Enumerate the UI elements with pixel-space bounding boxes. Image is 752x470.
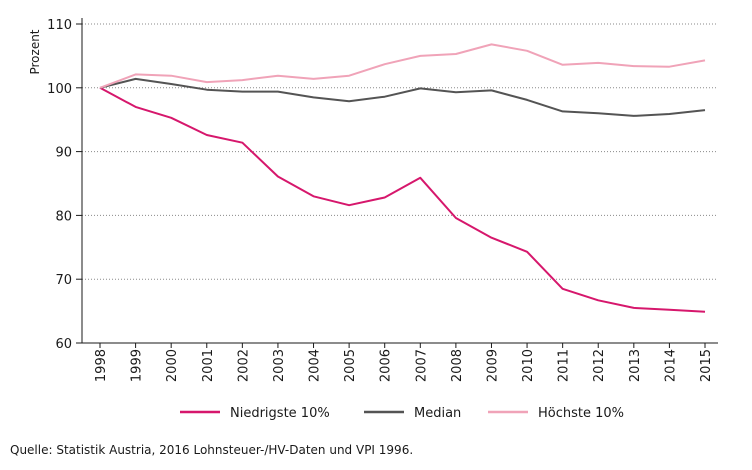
x-tick-label: 2009 xyxy=(485,349,500,382)
x-tick-label: 2010 xyxy=(521,349,536,382)
x-tick-label: 2011 xyxy=(557,349,572,382)
source-note: Quelle: Statistik Austria, 2016 Lohnsteu… xyxy=(10,443,414,457)
x-tick-label: 2013 xyxy=(628,349,643,382)
x-tick-label: 2005 xyxy=(343,349,358,382)
series-line-3 xyxy=(99,43,706,89)
legend-item: Median xyxy=(364,406,461,421)
legend-item: Niedrigste 10% xyxy=(180,406,330,421)
x-tick-label: 2000 xyxy=(165,349,180,382)
x-tick-label: 2001 xyxy=(201,349,216,382)
series-lines xyxy=(99,43,706,313)
x-tick-label: 2004 xyxy=(308,349,323,382)
x-tick-label: 2002 xyxy=(236,349,251,382)
y-axis-label: Prozent xyxy=(28,29,42,74)
y-tick-label: 80 xyxy=(55,209,72,224)
legend-label: Niedrigste 10% xyxy=(230,406,330,421)
y-tick-label: 70 xyxy=(55,273,72,288)
series-line-2 xyxy=(99,77,706,117)
y-tick-label: 90 xyxy=(55,146,72,161)
legend-label: Median xyxy=(414,406,461,421)
x-tick-label: 2008 xyxy=(450,349,465,382)
x-tick-labels: 1998 1999 2000 2001 2002 2003 2004 2005 2006 2007… xyxy=(94,349,714,382)
x-tick-label: 2014 xyxy=(663,349,678,382)
y-tick-label: 60 xyxy=(55,337,72,352)
x-tick-label: 2003 xyxy=(272,349,287,382)
x-tick-label: 1998 xyxy=(94,349,109,382)
x-tick-label: 2012 xyxy=(592,349,607,382)
x-tick-label: 2006 xyxy=(379,349,394,382)
y-tick-labels: 60 70 80 90 100 110 xyxy=(47,18,72,352)
legend: Niedrigste 10% Median Höchste 10% xyxy=(180,406,624,421)
legend-item: Höchste 10% xyxy=(488,406,624,421)
x-tick-label: 2015 xyxy=(699,349,714,382)
y-tick-label: 100 xyxy=(47,82,72,97)
y-tick-label: 110 xyxy=(47,18,72,33)
x-tick-label: 2007 xyxy=(414,349,429,382)
axes xyxy=(76,18,718,348)
legend-label: Höchste 10% xyxy=(538,406,624,421)
series-line-1 xyxy=(99,86,706,313)
x-tick-label: 1999 xyxy=(130,349,145,382)
grid-lines xyxy=(82,23,718,280)
